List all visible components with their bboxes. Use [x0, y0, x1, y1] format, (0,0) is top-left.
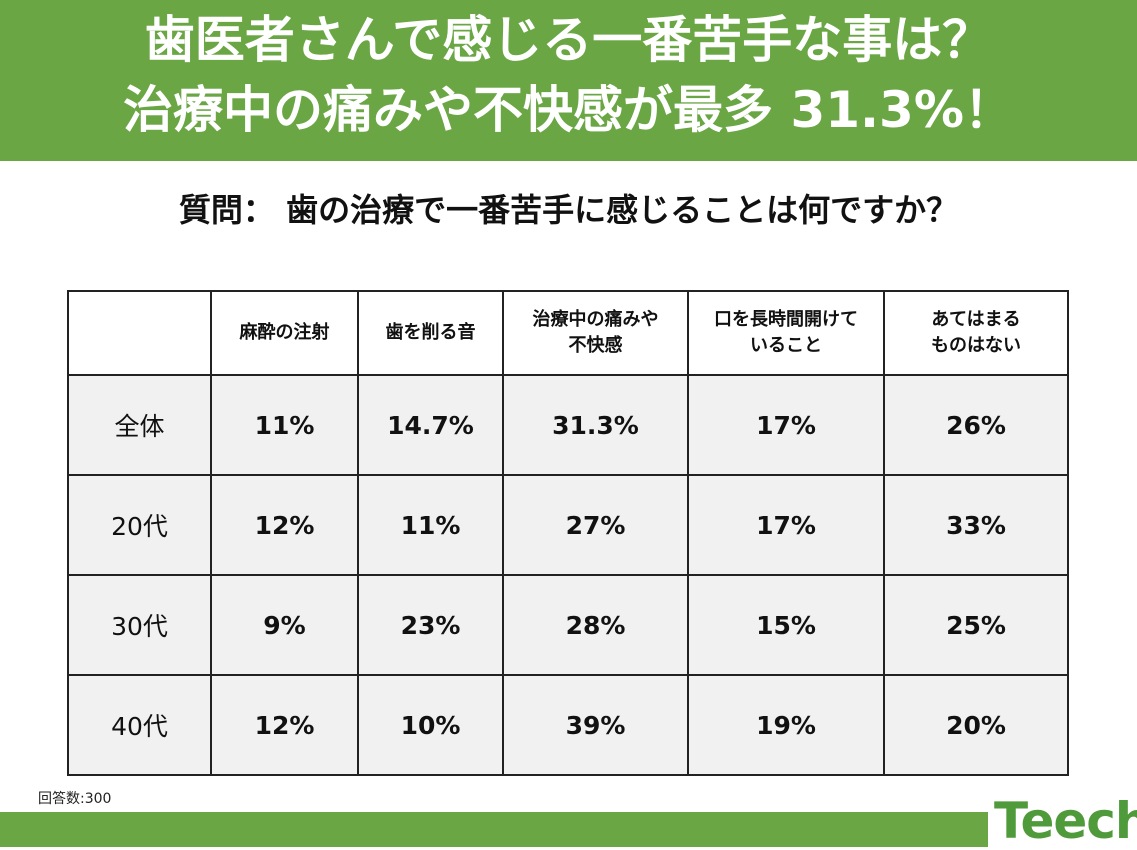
column-header: あてはまるものはない [883, 290, 1069, 376]
title-banner: 歯医者さんで感じる一番苦手な事は？ 治療中の痛みや不快感が最多 31.3%！ [0, 0, 1137, 161]
column-header: 治療中の痛みや 不快感 [502, 290, 689, 376]
respondent-count: 回答数:300 [38, 791, 112, 807]
value-cell: 11% [357, 474, 504, 576]
survey-question: 質問： 歯の治療で一番苦手に感じることは何ですか？ [178, 191, 959, 229]
value-cell: 17% [687, 374, 885, 476]
value-cell: 12% [210, 474, 359, 576]
value-cell: 39% [502, 674, 689, 776]
value-cell: 25% [883, 574, 1069, 676]
table-row: 40代 12% 10% 39% 19% 20% [67, 674, 1069, 776]
value-cell: 12% [210, 674, 359, 776]
column-header-line: あてはまる [931, 309, 1021, 330]
value-cell: 14.7% [357, 374, 504, 476]
column-header-line: 歯を削る音 [385, 322, 476, 343]
value-cell: 26% [883, 374, 1069, 476]
column-header-line: 治療中の痛みや [532, 309, 659, 330]
header-row: 麻酔の注射 歯を削る音 治療中の痛みや 不快感 口を長時間開けて いること あてはま… [67, 290, 1069, 376]
footer-bar [0, 812, 1137, 847]
value-cell: 17% [687, 474, 885, 576]
column-header-line: ものはない [931, 335, 1021, 356]
value-cell: 20% [883, 674, 1069, 776]
row-label: 20代 [67, 474, 212, 576]
corner-cell [67, 290, 212, 376]
value-cell: 9% [210, 574, 359, 676]
column-header-line: 麻酔の注射 [239, 322, 330, 343]
column-header-line: 口を長時間開けて [714, 309, 858, 330]
value-cell: 28% [502, 574, 689, 676]
column-header-line: 不快感 [568, 335, 623, 356]
column-header: 歯を削る音 [357, 290, 504, 376]
column-header-line: いること [750, 335, 822, 356]
value-cell: 11% [210, 374, 359, 476]
table-row: 30代 9% 23% 28% 15% 25% [67, 574, 1069, 676]
value-cell: 33% [883, 474, 1069, 576]
logo-text: Teech [994, 792, 1137, 850]
column-header: 麻酔の注射 [210, 290, 359, 376]
table-row: 全体 11% 14.7% 31.3% 17% 26% [67, 374, 1069, 476]
value-cell: 23% [357, 574, 504, 676]
results-table: 麻酔の注射 歯を削る音 治療中の痛みや 不快感 口を長時間開けて いること あてはま… [67, 290, 1069, 776]
row-label: 30代 [67, 574, 212, 676]
value-cell: 15% [687, 574, 885, 676]
column-header: 口を長時間開けて いること [687, 290, 885, 376]
value-cell: 31.3% [502, 374, 689, 476]
row-label: 40代 [67, 674, 212, 776]
title-line-1: 歯医者さんで感じる一番苦手な事は？ [144, 11, 993, 69]
title-line-2: 治療中の痛みや不快感が最多 31.3%！ [123, 81, 1014, 139]
value-cell: 27% [502, 474, 689, 576]
table-row: 20代 12% 11% 27% 17% 33% [67, 474, 1069, 576]
value-cell: 10% [357, 674, 504, 776]
teech-logo: Teech [988, 792, 1137, 850]
value-cell: 19% [687, 674, 885, 776]
row-label: 全体 [67, 374, 212, 476]
